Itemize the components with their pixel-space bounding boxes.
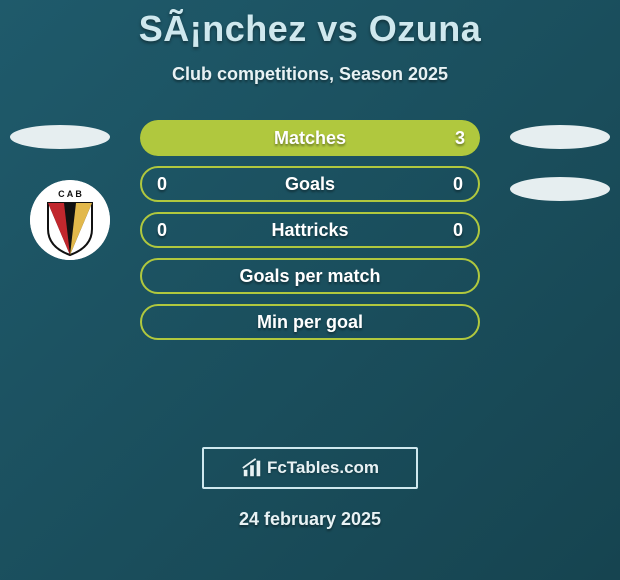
stats-table: Matches30Goals00Hattricks0Goals per matc… [140,120,480,350]
badge-top-text: C A B [58,189,82,199]
page-subtitle: Club competitions, Season 2025 [0,64,620,85]
stat-left-value: 0 [142,220,182,241]
footer-date: 24 february 2025 [0,509,620,530]
stat-row: Matches3 [140,120,480,156]
stat-right-value: 3 [440,128,480,149]
stat-label: Goals per match [182,266,438,287]
brand-text: FcTables.com [267,458,379,478]
brand-box: FcTables.com [202,447,418,489]
stat-label: Min per goal [182,312,438,333]
team-right-placeholder-2 [510,177,610,201]
team-left-placeholder-1 [10,125,110,149]
stat-label: Matches [180,128,440,149]
stat-row: 0Goals0 [140,166,480,202]
club-badge-icon: C A B [30,180,110,260]
stat-row: Goals per match [140,258,480,294]
stat-left-value: 0 [142,174,182,195]
stat-right-value: 0 [438,220,478,241]
club-badge: C A B [30,180,110,260]
bar-chart-icon [241,457,263,479]
stat-label: Goals [182,174,438,195]
stat-right-value: 0 [438,174,478,195]
team-right-placeholder-1 [510,125,610,149]
stat-row: Min per goal [140,304,480,340]
page-title: SÃ¡nchez vs Ozuna [0,0,620,50]
stat-label: Hattricks [182,220,438,241]
stat-row: 0Hattricks0 [140,212,480,248]
